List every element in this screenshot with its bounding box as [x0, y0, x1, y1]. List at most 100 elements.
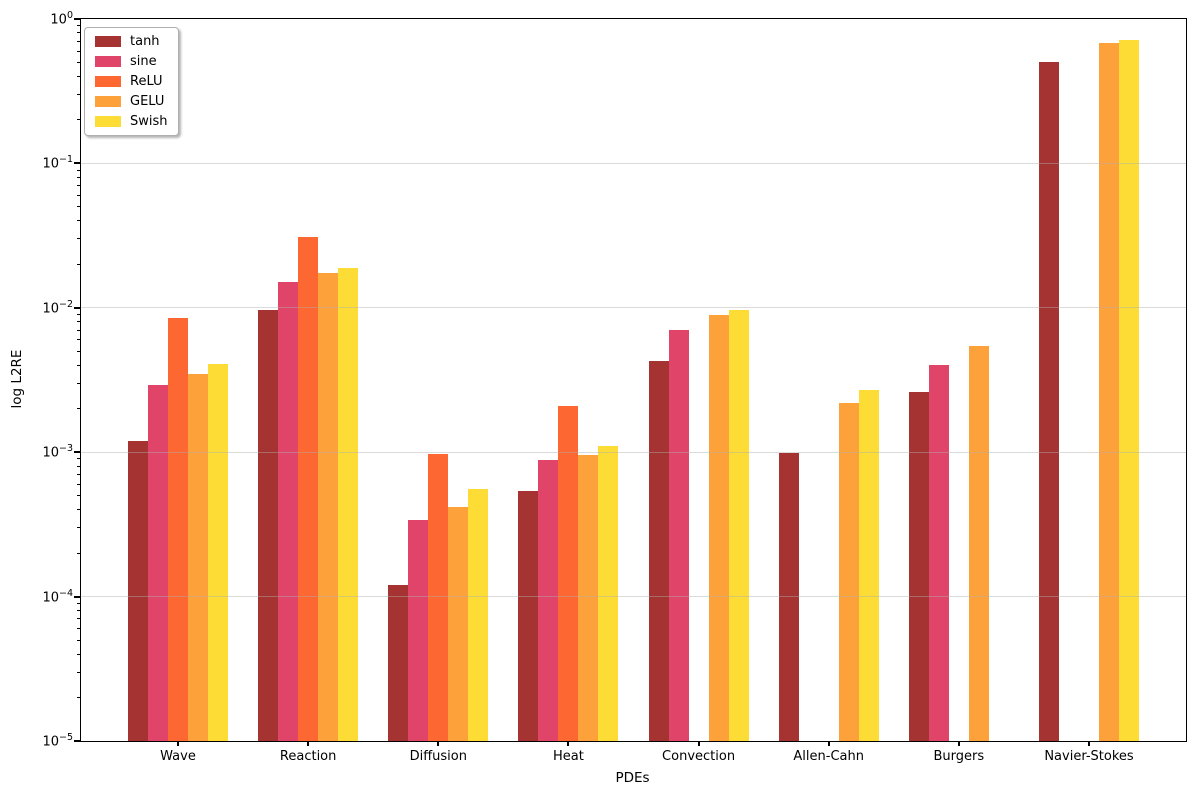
y-minor-tick	[77, 408, 81, 410]
y-minor-tick	[77, 552, 81, 554]
y-tick-exponent: −4	[58, 587, 73, 599]
bar-gelu-allen-cahn	[838, 402, 859, 741]
legend-label: tanh	[130, 34, 160, 49]
y-tick-base: 10	[42, 156, 59, 172]
y-minor-tick	[77, 339, 81, 341]
y-minor-tick	[77, 639, 81, 641]
legend-label: sine	[130, 54, 157, 69]
bar-tanh-allen-cahn	[778, 452, 799, 741]
bar-tanh-wave	[128, 440, 148, 741]
bar-gelu-heat	[578, 455, 599, 741]
y-minor-tick	[77, 185, 81, 187]
x-tick	[437, 741, 440, 746]
gridline	[81, 451, 1186, 453]
y-tick-base: 10	[42, 445, 59, 461]
y-tick-base: 10	[42, 734, 59, 750]
gridline	[81, 162, 1186, 164]
legend-label: GELU	[130, 94, 165, 109]
legend-item: GELU	[95, 95, 168, 108]
legend-item: sine	[95, 55, 168, 68]
y-tick-label: 10−4	[15, 587, 73, 605]
y-minor-tick	[77, 618, 81, 620]
bar-sine-convection	[668, 330, 689, 741]
y-tick-base: 10	[42, 589, 59, 605]
x-tick-label: Burgers	[933, 749, 985, 764]
bar-swish-allen-cahn	[858, 389, 879, 741]
x-tick	[957, 741, 960, 746]
x-tick	[567, 741, 570, 746]
y-minor-tick	[77, 602, 81, 604]
y-minor-tick	[77, 495, 81, 497]
x-tick-label: Wave	[160, 749, 196, 764]
y-minor-tick	[77, 509, 81, 511]
legend-item: Swish	[95, 115, 168, 128]
bar-relu-reaction	[298, 236, 319, 741]
bar-gelu-diffusion	[448, 506, 469, 741]
y-tick-label: 10−2	[15, 298, 73, 317]
legend: tanh sine ReLU GELU Swish	[84, 27, 179, 136]
y-minor-tick	[77, 474, 81, 476]
y-minor-tick	[77, 364, 81, 366]
bar-swish-heat	[598, 446, 619, 741]
y-minor-tick	[77, 382, 81, 384]
y-minor-tick	[77, 527, 81, 529]
bar-swish-reaction	[338, 267, 359, 741]
y-axis-label: log L2RE	[9, 349, 25, 409]
bar-tanh-burgers	[908, 392, 929, 741]
y-minor-tick	[77, 671, 81, 673]
legend-label: Swish	[130, 114, 168, 129]
legend-color-swatch	[95, 116, 121, 127]
legend-color-swatch	[95, 76, 121, 87]
y-minor-tick	[77, 194, 81, 196]
x-tick-label: Heat	[553, 749, 584, 764]
x-axis-label: PDEs	[615, 770, 650, 786]
y-minor-tick	[77, 483, 81, 485]
y-minor-tick	[77, 50, 81, 52]
y-major-tick	[74, 162, 81, 165]
bar-sine-reaction	[278, 281, 299, 741]
bar-sine-heat	[538, 460, 559, 741]
bar-tanh-convection	[648, 360, 669, 741]
y-minor-tick	[77, 458, 81, 460]
x-tick	[1088, 741, 1090, 746]
bar-tanh-diffusion	[388, 585, 409, 741]
y-minor-tick	[77, 697, 81, 699]
legend-item: tanh	[95, 35, 168, 48]
y-minor-tick	[77, 238, 81, 240]
y-minor-tick	[77, 169, 81, 171]
y-minor-tick	[77, 628, 81, 630]
x-tick-label: Convection	[662, 749, 736, 764]
y-minor-tick	[77, 206, 81, 208]
x-tick	[827, 741, 830, 746]
y-tick-exponent: 0	[66, 10, 73, 22]
y-minor-tick	[77, 263, 81, 265]
bar-swish-navier-stokes	[1119, 39, 1139, 741]
x-tick-label: Allen-Cahn	[793, 749, 864, 764]
y-tick-exponent: −1	[58, 154, 73, 166]
y-tick-exponent: −5	[58, 732, 73, 744]
bar-relu-heat	[558, 405, 579, 741]
y-tick-base: 10	[42, 301, 59, 317]
y-tick-exponent: −2	[58, 298, 73, 310]
gridline	[81, 307, 1186, 309]
y-tick-exponent: −3	[58, 443, 73, 455]
y-tick-base: 10	[50, 12, 67, 28]
bar-swish-convection	[728, 310, 749, 741]
bar-gelu-convection	[708, 315, 729, 741]
bar-sine-diffusion	[408, 519, 429, 741]
y-minor-tick	[77, 75, 81, 77]
y-minor-tick	[77, 350, 81, 352]
bar-swish-diffusion	[468, 488, 489, 741]
bar-tanh-navier-stokes	[1039, 62, 1059, 741]
bar-gelu-reaction	[318, 272, 339, 741]
y-tick-label: 10−3	[15, 443, 73, 461]
y-minor-tick	[77, 32, 81, 34]
x-tick-label: Reaction	[279, 749, 337, 764]
gridline	[81, 596, 1186, 598]
bar-gelu-navier-stokes	[1099, 43, 1119, 741]
legend-label: ReLU	[130, 74, 163, 89]
y-minor-tick	[77, 40, 81, 42]
x-tick	[697, 741, 700, 746]
y-minor-tick	[77, 465, 81, 467]
